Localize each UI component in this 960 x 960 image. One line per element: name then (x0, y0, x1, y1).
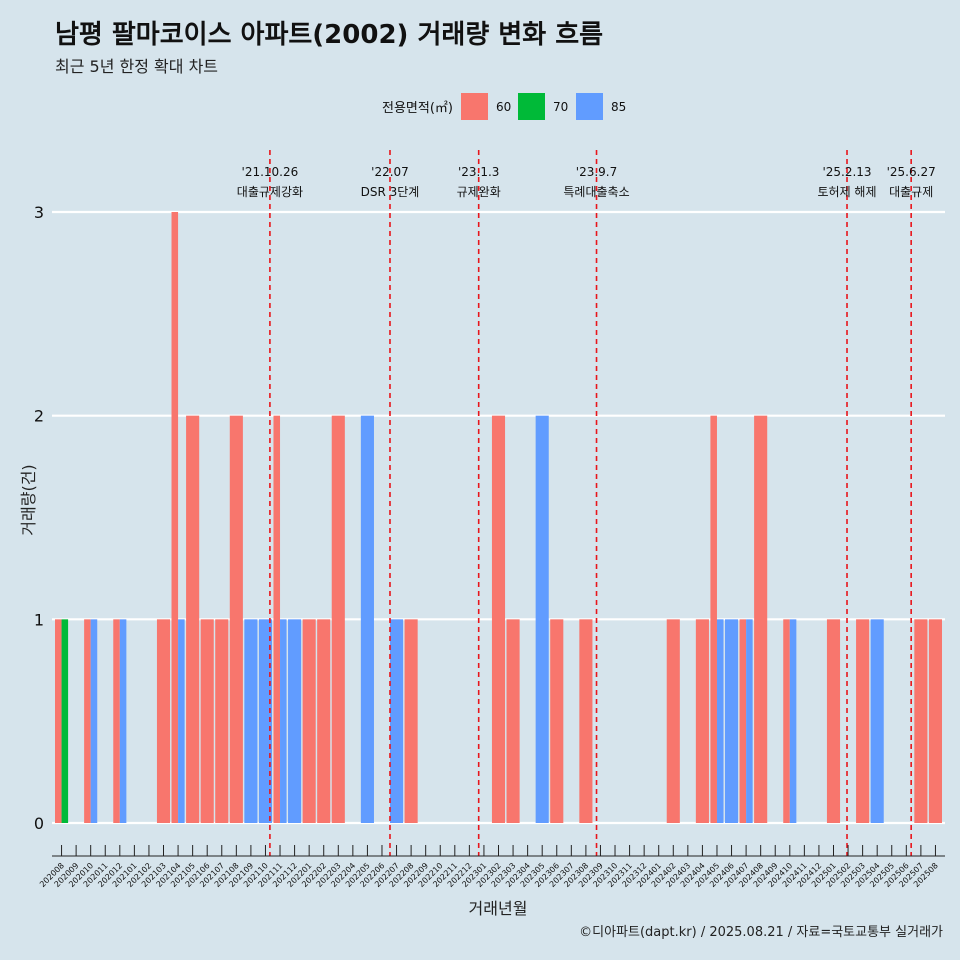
legend-label-70: 70 (553, 100, 568, 114)
bar-202205-85 (360, 415, 374, 823)
bar-202501-60 (826, 619, 841, 823)
event-description-label: 대출규제강화 (237, 185, 303, 199)
bar-202107-60 (215, 619, 229, 823)
bar-202308-60 (579, 619, 593, 823)
bar-202306-60 (550, 619, 564, 823)
bar-202111-60 (273, 415, 281, 823)
y-axis-title: 거래량(건) (19, 464, 38, 535)
y-tick-label-1: 1 (34, 610, 44, 629)
bar-202203-60 (331, 415, 345, 823)
bar-202405-85 (716, 619, 724, 823)
bar-202010-85 (90, 619, 98, 823)
event-date-label: '21.10.26 (242, 165, 299, 179)
bar-202303-60 (506, 619, 520, 823)
y-tick-label-3: 3 (34, 203, 44, 222)
bar-202410-60 (783, 619, 790, 823)
bar-202112-85 (288, 619, 302, 823)
source-caption: ©디아파트(dapt.kr) / 2025.08.21 / 자료=국토교통부 실… (579, 925, 943, 940)
chart-title: 남평 팔마코이스 아파트(2002) 거래량 변화 흐름 (55, 20, 604, 50)
legend-label-85: 85 (611, 100, 626, 114)
bar-202008-70 (61, 619, 69, 823)
event-description-label: 특례대출축소 (563, 185, 629, 199)
event-description-label: 토허제 해제 (818, 185, 877, 199)
bar-202408-60 (754, 415, 768, 823)
bar-202404-60 (695, 619, 709, 823)
bar-202406-85 (724, 619, 739, 823)
event-date-label: '25.6.27 (887, 165, 936, 179)
event-date-label: '23.9.7 (576, 165, 617, 179)
x-axis-title: 거래년월 (469, 899, 528, 918)
x-axis: 2020082020092020102020112020122021012021… (38, 845, 945, 889)
bar-202106-60 (200, 619, 214, 823)
bar-202207-85 (389, 619, 404, 823)
bar-202402-60 (666, 619, 680, 823)
y-axis: 0 1 2 3 (34, 203, 44, 833)
event-date-label: '23.1.3 (458, 165, 499, 179)
bar-202103-60 (156, 619, 171, 823)
event-markers: '21.10.26 대출규제강화 '22.07 DSR 3단계 '23.1.3 규제완화 '… (237, 150, 936, 856)
bar-202302-60 (491, 415, 506, 823)
bar-202508-60 (928, 619, 942, 823)
legend-label-60: 60 (496, 100, 511, 114)
event-description-label: DSR 3단계 (361, 185, 420, 199)
bar-202104-85 (178, 619, 185, 823)
bar-202507-60 (914, 619, 928, 823)
chart-subtitle: 최근 5년 한정 확대 차트 (55, 57, 219, 76)
legend-swatch-85 (576, 93, 603, 120)
event-description-label: 대출규제 (889, 185, 933, 199)
legend-title: 전용면적(㎡) (382, 101, 453, 116)
event-date-label: '25.2.13 (822, 165, 871, 179)
bars (55, 212, 942, 823)
bar-202109-85 (244, 619, 258, 823)
bar-202407-60 (739, 619, 747, 823)
y-tick-label-2: 2 (34, 407, 44, 426)
legend: 전용면적(㎡) 60 70 85 (382, 93, 626, 120)
legend-swatch-60 (461, 93, 488, 120)
bar-202012-60 (113, 619, 120, 823)
bar-202012-85 (119, 619, 127, 823)
bar-202105-60 (186, 415, 200, 823)
bar-202110-85 (258, 619, 273, 823)
event-description-label: 규제완화 (457, 185, 501, 199)
bar-202407-85 (746, 619, 753, 823)
legend-swatch-70 (518, 93, 545, 120)
bar-202410-85 (789, 619, 797, 823)
bar-202405-60 (710, 415, 717, 823)
bar-202503-60 (856, 619, 870, 823)
bar-202208-60 (404, 619, 418, 823)
bar-202008-60 (55, 619, 62, 823)
bar-202202-60 (317, 619, 331, 823)
bar-202305-85 (535, 415, 549, 823)
bar-202108-60 (229, 415, 243, 823)
bar-202201-60 (302, 619, 316, 823)
bar-202010-60 (84, 619, 91, 823)
y-tick-label-0: 0 (34, 814, 44, 833)
bar-202111-85 (280, 619, 287, 823)
bar-202104-60 (171, 212, 179, 823)
event-date-label: '22.07 (371, 165, 409, 179)
bar-202504-85 (870, 619, 884, 823)
